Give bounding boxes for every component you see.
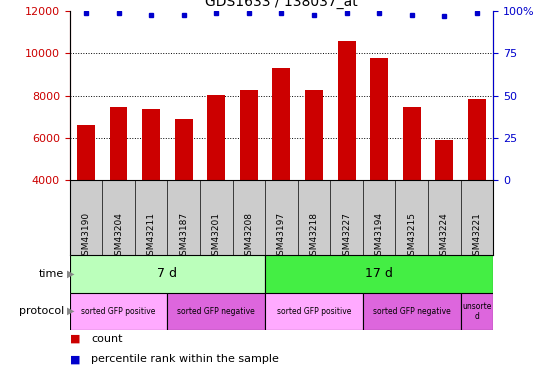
Bar — [370, 58, 388, 264]
Text: 7 d: 7 d — [158, 267, 177, 280]
Bar — [175, 119, 192, 264]
Text: sorted GFP positive: sorted GFP positive — [81, 307, 156, 316]
Text: sorted GFP positive: sorted GFP positive — [277, 307, 351, 316]
Bar — [363, 292, 460, 330]
Text: unsorte
d: unsorte d — [462, 302, 492, 321]
Bar — [70, 292, 167, 330]
Text: 17 d: 17 d — [365, 267, 393, 280]
Text: time: time — [39, 269, 64, 279]
Bar — [435, 140, 453, 264]
Bar — [468, 99, 486, 264]
Bar — [403, 107, 421, 264]
Text: ▶: ▶ — [67, 269, 75, 279]
Bar — [460, 292, 493, 330]
Text: ▶: ▶ — [67, 306, 75, 316]
Text: ■: ■ — [70, 334, 80, 344]
Bar — [207, 95, 225, 264]
Text: protocol: protocol — [19, 306, 64, 316]
Bar — [305, 90, 323, 264]
Bar — [142, 110, 160, 264]
Bar — [338, 41, 355, 264]
Text: count: count — [91, 334, 123, 344]
Bar — [70, 255, 265, 292]
Title: GDS1633 / 138037_at: GDS1633 / 138037_at — [205, 0, 358, 9]
Text: sorted GFP negative: sorted GFP negative — [177, 307, 255, 316]
Bar — [272, 68, 291, 264]
Bar — [265, 255, 493, 292]
Bar — [77, 125, 95, 264]
Bar — [167, 292, 265, 330]
Bar — [240, 90, 258, 264]
Text: sorted GFP negative: sorted GFP negative — [373, 307, 451, 316]
Text: percentile rank within the sample: percentile rank within the sample — [91, 354, 279, 364]
Bar — [265, 292, 363, 330]
Text: ■: ■ — [70, 354, 80, 364]
Bar — [109, 107, 128, 264]
